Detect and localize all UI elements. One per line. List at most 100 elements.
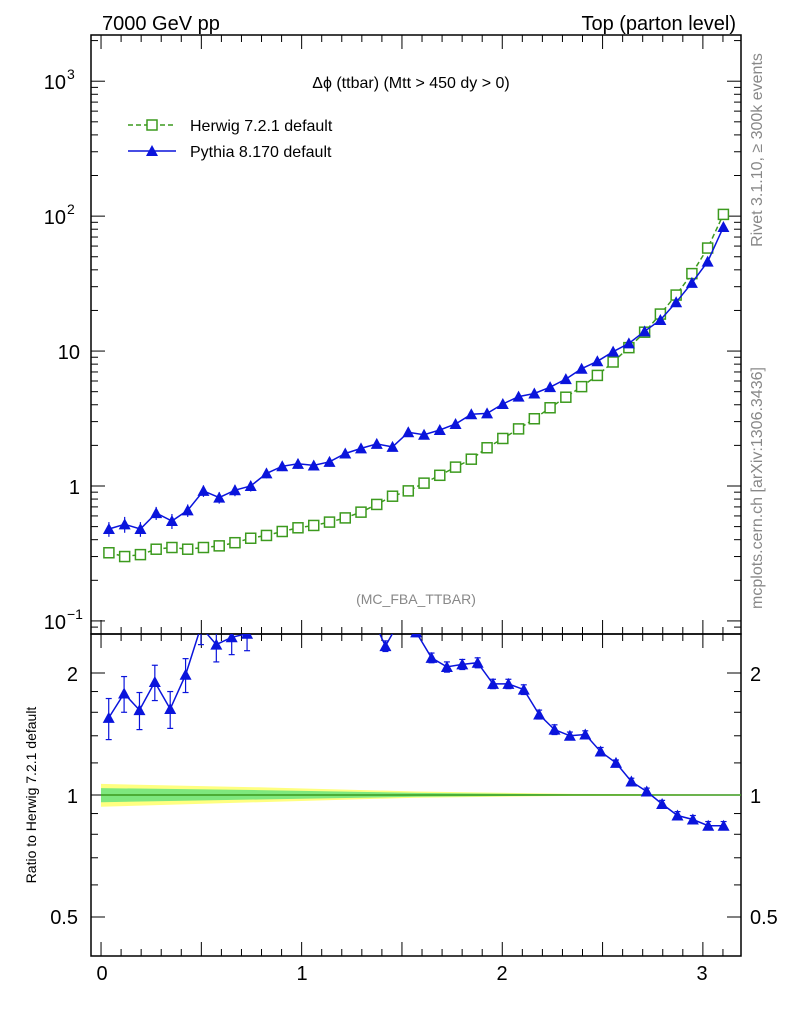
herwig-point [449, 461, 462, 473]
pythia-point [654, 313, 667, 325]
legend-herwig-marker [146, 119, 158, 131]
x-ticks [100, 35, 724, 956]
pythia-point [544, 381, 557, 393]
herwig-point [386, 490, 399, 502]
ratio-point [410, 634, 423, 638]
ratio-point [579, 728, 592, 740]
main-ytick-exponent: 3 [67, 66, 75, 82]
pythia-point [355, 442, 368, 454]
pythia-point [150, 507, 163, 519]
pythia-point [181, 504, 194, 516]
herwig-point [465, 453, 478, 465]
pythia-point [717, 221, 730, 233]
pythia-point [465, 408, 478, 420]
ratio-point [594, 745, 607, 757]
pythia-point [307, 459, 320, 471]
herwig-point [134, 548, 147, 561]
ratio-point [395, 613, 407, 624]
header-right: Top (parton level) [581, 13, 736, 35]
pythia-point [481, 407, 494, 419]
mcplots-label: mcplots.cern.ch [arXiv:1306.3436] [749, 367, 766, 609]
pythia-point [339, 447, 352, 459]
xtick-2: 2 [496, 963, 507, 985]
ratio-point [333, 596, 345, 607]
pythia-point [244, 479, 257, 491]
ratio-point [717, 819, 730, 831]
pythia-point [591, 355, 604, 367]
ratio-content [101, 596, 741, 831]
herwig-point [528, 413, 541, 425]
herwig-point [213, 540, 225, 552]
pythia-point [402, 426, 415, 438]
herwig-point [355, 506, 367, 518]
pythia-point [701, 255, 714, 267]
herwig-point [323, 516, 336, 528]
pythia-point [370, 437, 383, 449]
ratio-point [640, 785, 653, 797]
herwig-point [402, 485, 415, 497]
herwig-point [434, 469, 446, 482]
ratio-point [303, 610, 315, 621]
ratio-point [118, 687, 131, 699]
ratio-point [456, 658, 469, 670]
herwig-point [103, 547, 115, 559]
ratio-point [609, 756, 622, 768]
pythia-point [512, 390, 525, 402]
herwig-point [575, 380, 588, 393]
pythia-point [276, 460, 289, 472]
xtick-1: 1 [296, 963, 307, 985]
legend-pythia-marker [146, 145, 158, 156]
pythia-point [622, 337, 635, 349]
herwig-point [481, 442, 493, 454]
ratio-ytick-right-2: 2 [750, 664, 761, 686]
herwig-point [717, 208, 730, 221]
ratio-point [225, 634, 238, 643]
herwig-point [118, 550, 131, 563]
pythia-point [118, 518, 131, 530]
legend-herwig-label: Herwig 7.2.1 default [190, 118, 333, 135]
ratio-point [425, 651, 438, 663]
ratio-point [318, 608, 330, 619]
pythia-point [433, 424, 446, 436]
pythia-point [670, 296, 683, 308]
main-ytick-exponent: −1 [67, 606, 83, 622]
ratio-point [241, 634, 254, 639]
ratio-point [471, 656, 484, 668]
herwig-point [544, 402, 556, 414]
ratio-point [563, 729, 576, 741]
ratio-ylabel: Ratio to Herwig 7.2.1 default [23, 707, 39, 884]
herwig-point [244, 532, 257, 544]
ratio-point [272, 596, 284, 607]
herwig-point [276, 525, 288, 538]
ratio-point [548, 723, 561, 735]
herwig-point [591, 369, 604, 382]
pythia-point [575, 362, 588, 374]
ratio-point [487, 677, 500, 689]
ratio-point [517, 683, 530, 695]
main-ytick-label: 10 [44, 207, 66, 229]
ratio-point [287, 597, 299, 608]
rivet-label: Rivet 3.1.10, ≥ 300k events [749, 53, 766, 247]
ratio-point [148, 676, 161, 688]
main-plot-area [102, 208, 730, 563]
ratio-point [179, 668, 192, 680]
pythia-point [102, 523, 115, 535]
pythia-point [528, 387, 541, 399]
ratio-point [502, 677, 515, 689]
watermark: (MC_FBA_TTBAR) [356, 591, 476, 607]
herwig-point [560, 391, 572, 403]
pythia-point [496, 398, 509, 410]
legend: Herwig 7.2.1 default Pythia 8.170 defaul… [128, 118, 333, 161]
series-line-herwig [108, 214, 725, 558]
pythia-point [228, 484, 241, 496]
ratio-point [533, 708, 546, 720]
legend-pythia-label: Pythia 8.170 default [190, 144, 332, 161]
herwig-point [418, 477, 430, 489]
herwig-point [150, 543, 162, 555]
ratio-point [379, 640, 392, 652]
ratio-ytick-left-0p5: 0.5 [50, 907, 78, 929]
pythia-point [418, 428, 431, 440]
herwig-point [701, 242, 714, 254]
